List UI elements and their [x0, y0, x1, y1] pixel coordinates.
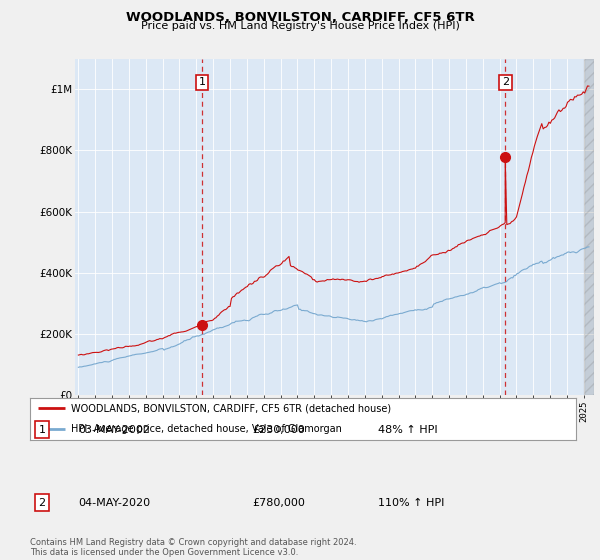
Text: WOODLANDS, BONVILSTON, CARDIFF, CF5 6TR: WOODLANDS, BONVILSTON, CARDIFF, CF5 6TR — [125, 11, 475, 24]
Bar — [584, 59, 594, 395]
Text: 04-MAY-2020: 04-MAY-2020 — [78, 498, 150, 507]
Text: £230,000: £230,000 — [252, 425, 305, 435]
Text: 110% ↑ HPI: 110% ↑ HPI — [378, 498, 445, 507]
Text: 48% ↑ HPI: 48% ↑ HPI — [378, 425, 437, 435]
Text: 2: 2 — [38, 498, 46, 507]
Text: Price paid vs. HM Land Registry's House Price Index (HPI): Price paid vs. HM Land Registry's House … — [140, 21, 460, 31]
Text: 1: 1 — [38, 425, 46, 435]
Text: 03-MAY-2002: 03-MAY-2002 — [78, 425, 150, 435]
Text: WOODLANDS, BONVILSTON, CARDIFF, CF5 6TR (detached house): WOODLANDS, BONVILSTON, CARDIFF, CF5 6TR … — [71, 403, 391, 413]
Text: Contains HM Land Registry data © Crown copyright and database right 2024.
This d: Contains HM Land Registry data © Crown c… — [30, 538, 356, 557]
Text: 1: 1 — [199, 77, 205, 87]
Text: HPI: Average price, detached house, Vale of Glamorgan: HPI: Average price, detached house, Vale… — [71, 424, 342, 434]
Text: £780,000: £780,000 — [252, 498, 305, 507]
Text: 2: 2 — [502, 77, 509, 87]
